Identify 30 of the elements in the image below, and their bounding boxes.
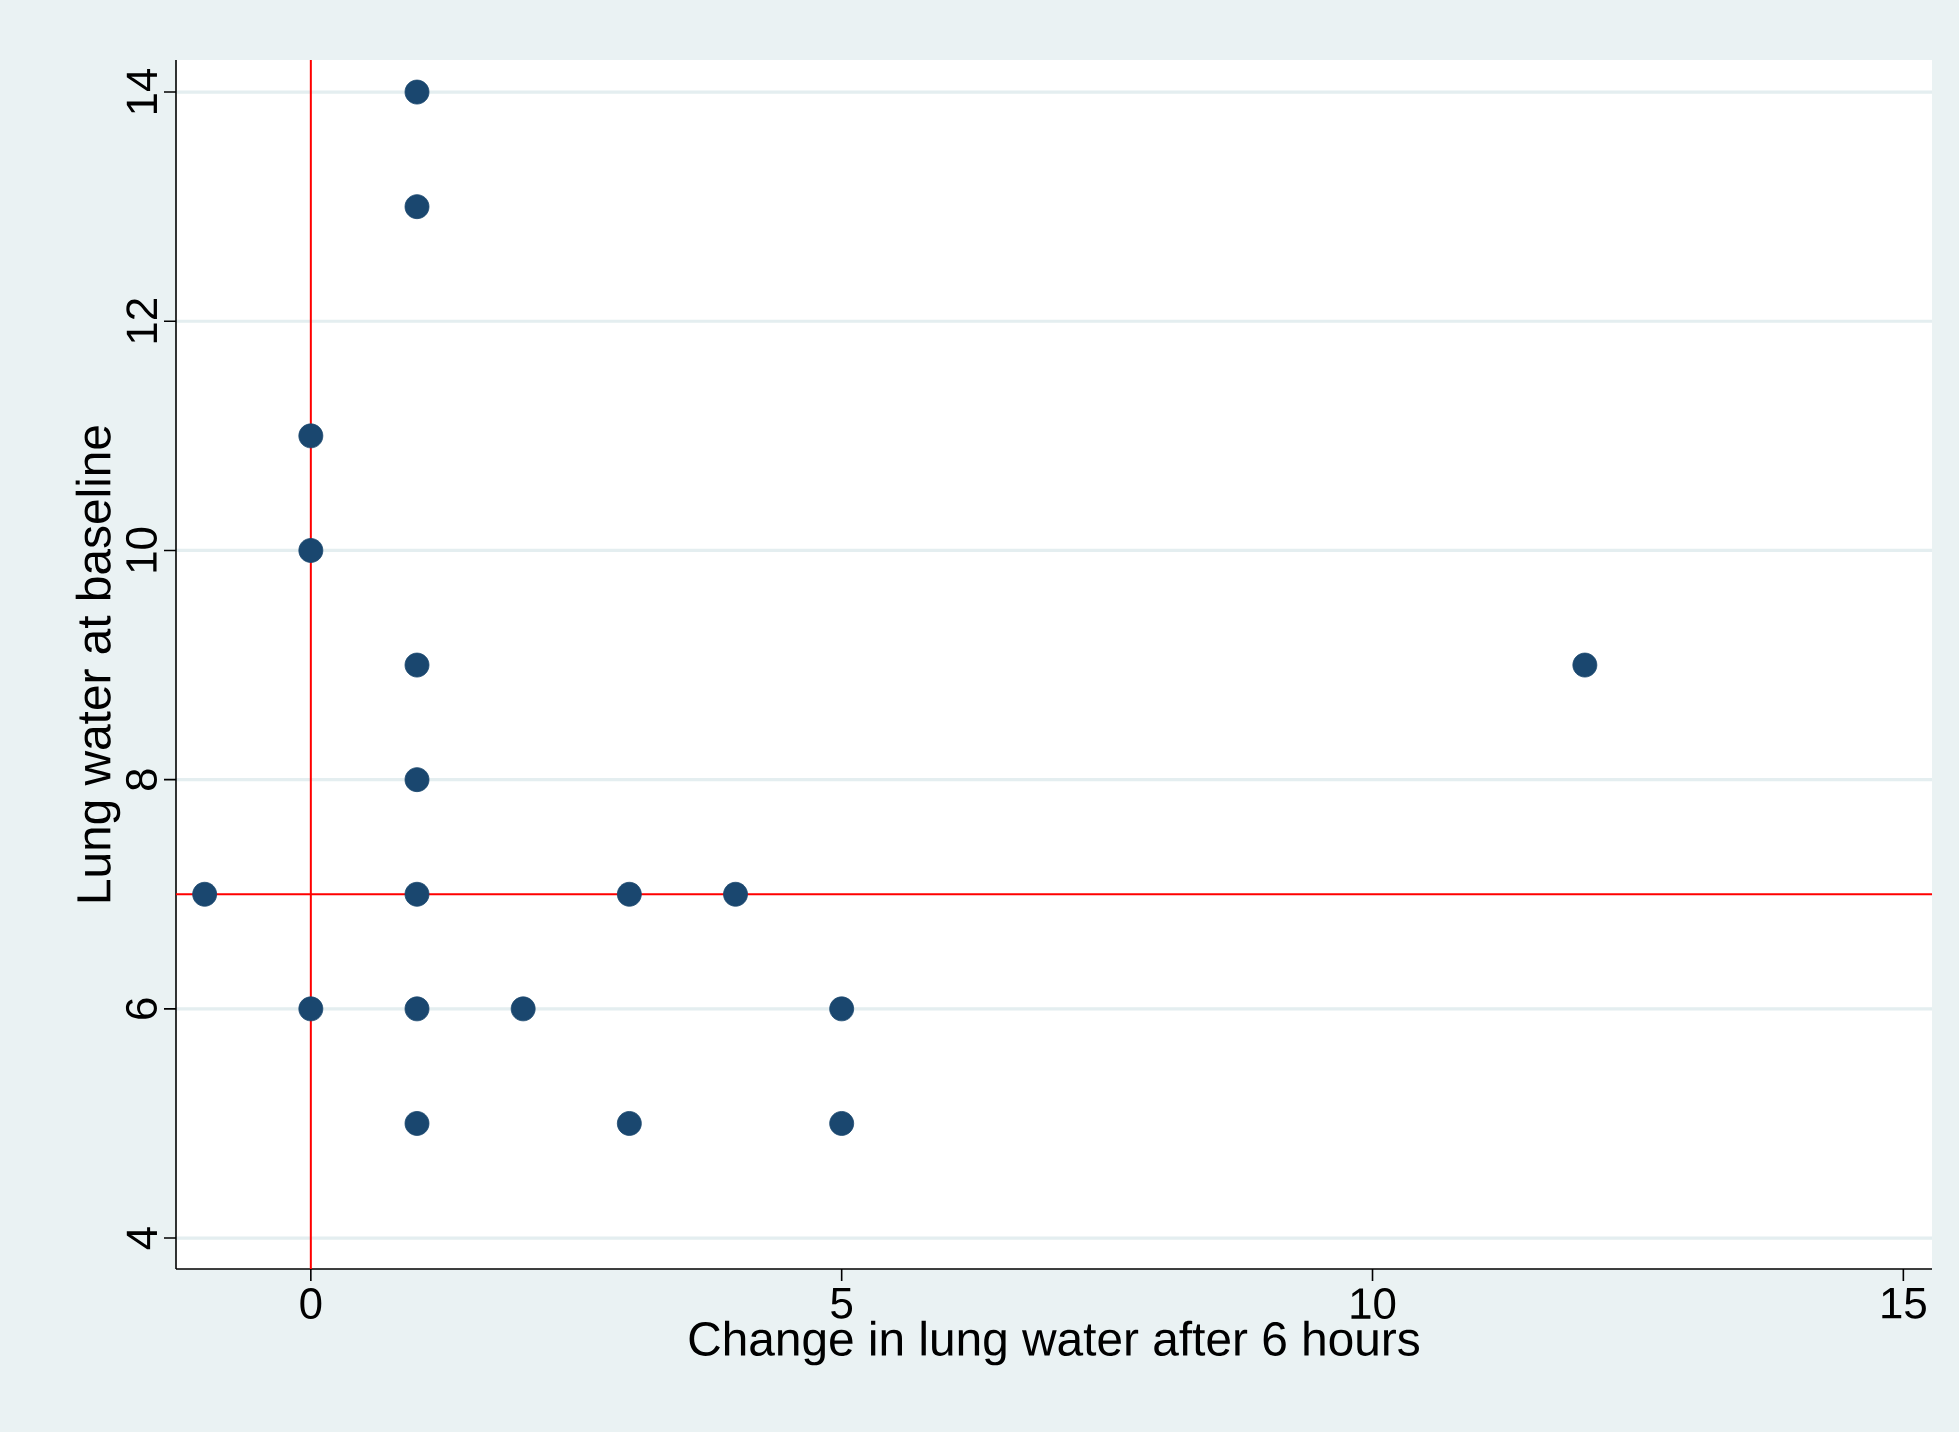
x-tick-label: 10 (1351, 1288, 1396, 1320)
y-tick-label: 4 (126, 1227, 157, 1250)
point (404, 1111, 430, 1136)
x-tick-label: 5 (831, 1288, 853, 1319)
point (829, 996, 855, 1022)
y-tick-label: 6 (125, 998, 157, 1019)
point (404, 996, 430, 1022)
point (404, 194, 430, 220)
y-tick-label: 12 (126, 299, 157, 343)
point (723, 881, 748, 907)
y-tick-label: 10 (125, 527, 157, 572)
y-tick-label: 8 (125, 769, 157, 790)
x-axis-title: Change in lung water after 6 hours (689, 1320, 1419, 1366)
point (404, 79, 430, 105)
point (404, 881, 430, 907)
point (298, 538, 324, 563)
point (404, 767, 430, 793)
point (616, 881, 642, 907)
point (298, 423, 324, 449)
point (510, 996, 536, 1022)
point (404, 652, 430, 678)
y-axis-title: Lung water at baseline (75, 426, 121, 902)
y-tick-label: 14 (126, 68, 157, 114)
point (829, 1111, 855, 1136)
point (192, 881, 218, 907)
point (298, 996, 324, 1022)
point (1572, 652, 1598, 678)
x-tick-label: 0 (300, 1288, 322, 1320)
point (616, 1111, 642, 1136)
x-tick-label: 15 (1882, 1288, 1926, 1319)
